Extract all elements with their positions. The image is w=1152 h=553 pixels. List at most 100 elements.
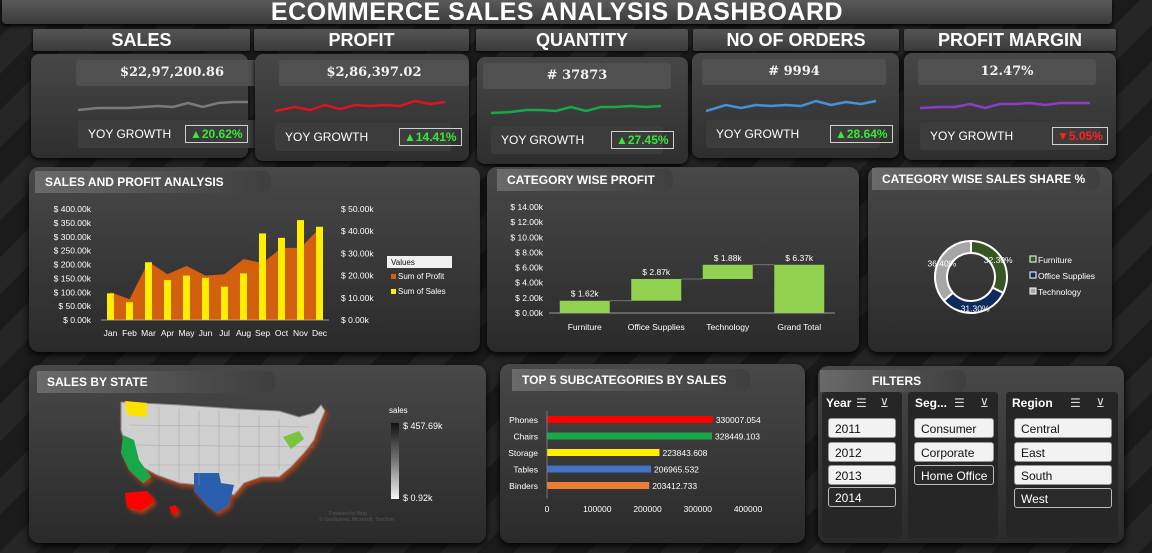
y-left-tick-label: $ 350.00k — [54, 218, 92, 228]
multiselect-icon[interactable]: ☰ — [1070, 396, 1081, 410]
y-right-tick-label: $ 30.00k — [341, 248, 374, 258]
legend-label: Technology — [1038, 287, 1082, 297]
category-label: Binders — [509, 481, 538, 491]
yoy-growth-row: YOY GROWTH ▲27.45% — [491, 126, 674, 154]
map-legend-title: sales — [389, 406, 408, 415]
category-profit-chart: $ 0.00k $ 2.00k $ 4.00k $ 6.00k $ 8.00k $ 10.… — [510, 202, 835, 332]
waterfall-bar — [631, 279, 682, 301]
legend-sales-swatch — [391, 289, 396, 294]
slice-label: 36.40% — [927, 259, 956, 269]
x-tick-label: 0 — [545, 504, 550, 514]
kpi-header: PROFIT MARGIN — [904, 29, 1116, 51]
data-label: 223843.608 — [662, 448, 707, 458]
segment-corporate-button[interactable]: Corporate — [914, 442, 994, 462]
category-share-chart: 32.30% 31.30% 36.40% Furniture Office Suppli… — [927, 239, 1095, 314]
year-2013-button[interactable]: 2013 — [828, 465, 896, 485]
year-2012-button[interactable]: 2012 — [828, 442, 896, 462]
yoy-growth-label: YOY GROWTH — [88, 127, 172, 141]
slice-label: 31.30% — [961, 304, 990, 314]
legend-swatch — [1029, 255, 1037, 263]
y-tick-label: $ 10.00k — [510, 232, 543, 242]
region-central-button[interactable]: Central — [1014, 418, 1112, 438]
subcategories-title: TOP 5 SUBCATEGORIES BY SALES — [512, 369, 750, 391]
subcategory-bar — [547, 416, 713, 423]
multiselect-icon[interactable]: ☰ — [856, 396, 867, 410]
region-east-button[interactable]: East — [1014, 442, 1112, 462]
legend-label: Furniture — [1038, 255, 1072, 265]
sales-bar — [183, 275, 190, 320]
y-left-tick-label: $ 0.00k — [63, 315, 92, 325]
y-left-tick-label: $ 50.00k — [58, 301, 91, 311]
data-label: $ 1.88k — [714, 253, 743, 263]
y-tick-label: $ 2.00k — [515, 293, 544, 303]
x-tick-label: Apr — [161, 328, 174, 338]
region-west-button[interactable]: West — [1014, 488, 1112, 508]
sales-bar — [221, 286, 228, 320]
legend-swatch — [1029, 287, 1037, 295]
data-label: 206965.532 — [654, 465, 699, 475]
legend-label: Office Supplies — [1038, 271, 1095, 281]
sales-profit-panel: SALES AND PROFIT ANALYSIS $ 0.00k $ 50.00… — [29, 167, 480, 352]
y-right-tick-label: $ 20.00k — [341, 271, 374, 281]
kpi-card: # 9994 YOY GROWTH ▲28.64% — [692, 53, 899, 158]
segment-slicer-header: Seg... — [915, 396, 948, 410]
category-label: Storage — [508, 448, 538, 458]
sales-bar — [240, 273, 247, 320]
year-2014-button[interactable]: 2014 — [828, 487, 896, 507]
kpi-card: # 37873 YOY GROWTH ▲27.45% — [477, 57, 688, 164]
sales-bar — [316, 226, 323, 320]
clear-filter-icon[interactable]: ⊻ — [1096, 396, 1105, 410]
x-tick-label: 100000 — [583, 504, 612, 514]
kpi-value: $2,86,397.02 — [279, 60, 469, 86]
y-right-tick-label: $ 40.00k — [341, 226, 374, 236]
kpi-card: $2,86,397.02 YOY GROWTH ▲14.41% — [255, 54, 469, 161]
sales-bar — [164, 280, 171, 320]
segment-home-office-button[interactable]: Home Office — [914, 465, 994, 485]
segment-consumer-button[interactable]: Consumer — [914, 418, 994, 438]
category-label: Chairs — [513, 432, 538, 442]
category-profit-title: CATEGORY WISE PROFIT — [497, 169, 673, 191]
x-tick-label: Mar — [141, 328, 156, 338]
y-tick-label: $ 6.00k — [515, 263, 544, 273]
y-left-tick-label: $ 150.00k — [54, 273, 92, 283]
region-south-button[interactable]: South — [1014, 465, 1112, 485]
x-tick-label: 400000 — [734, 504, 763, 514]
sales-bar — [126, 302, 133, 320]
y-right-tick-label: $ 0.00k — [341, 315, 370, 325]
region-slicer-header: Region — [1012, 396, 1053, 410]
clear-filter-icon[interactable]: ⊻ — [880, 396, 889, 410]
clear-filter-icon[interactable]: ⊻ — [980, 396, 989, 410]
profit-area — [110, 228, 320, 320]
waterfall-bar — [774, 264, 825, 313]
sales-bar — [145, 262, 152, 320]
year-2011-button[interactable]: 2011 — [828, 418, 896, 438]
donut-slice — [934, 239, 972, 303]
legend-swatch — [1029, 271, 1037, 279]
yoy-growth-row: YOY GROWTH ▲14.41% — [275, 123, 462, 151]
x-tick-label: 300000 — [684, 504, 713, 514]
data-label: 203412.733 — [652, 481, 697, 491]
multiselect-icon[interactable]: ☰ — [954, 396, 965, 410]
kpi-header: NO OF ORDERS — [693, 29, 899, 51]
x-tick-label: Technology — [706, 322, 750, 332]
x-tick-label: Oct — [275, 328, 289, 338]
x-tick-label: Aug — [236, 328, 251, 338]
data-label: $ 2.87k — [642, 267, 671, 277]
yoy-growth-badge: ▲28.64% — [830, 125, 893, 143]
x-tick-label: Jul — [219, 328, 230, 338]
x-tick-label: Sep — [255, 328, 270, 338]
state-new-york — [283, 431, 304, 449]
us-mainland-shape — [120, 401, 326, 496]
y-tick-label: $ 12.00k — [510, 217, 543, 227]
kpi-value: # 37873 — [483, 63, 671, 89]
us-map[interactable]: sales $ 457.69k $ 0.92k Powered by Bing … — [29, 365, 486, 543]
sales-bar — [259, 233, 266, 320]
state-panel: SALES BY STATE sales $ 457.69k — [29, 365, 486, 543]
kpi-header: SALES — [33, 29, 250, 51]
kpi-sparkline — [706, 99, 877, 113]
x-tick-label: Nov — [293, 328, 309, 338]
year-slicer-header: Year — [826, 396, 852, 410]
x-tick-label: Office Supplies — [628, 322, 685, 332]
yoy-growth-label: YOY GROWTH — [930, 129, 1014, 143]
sales-bar — [278, 237, 285, 320]
